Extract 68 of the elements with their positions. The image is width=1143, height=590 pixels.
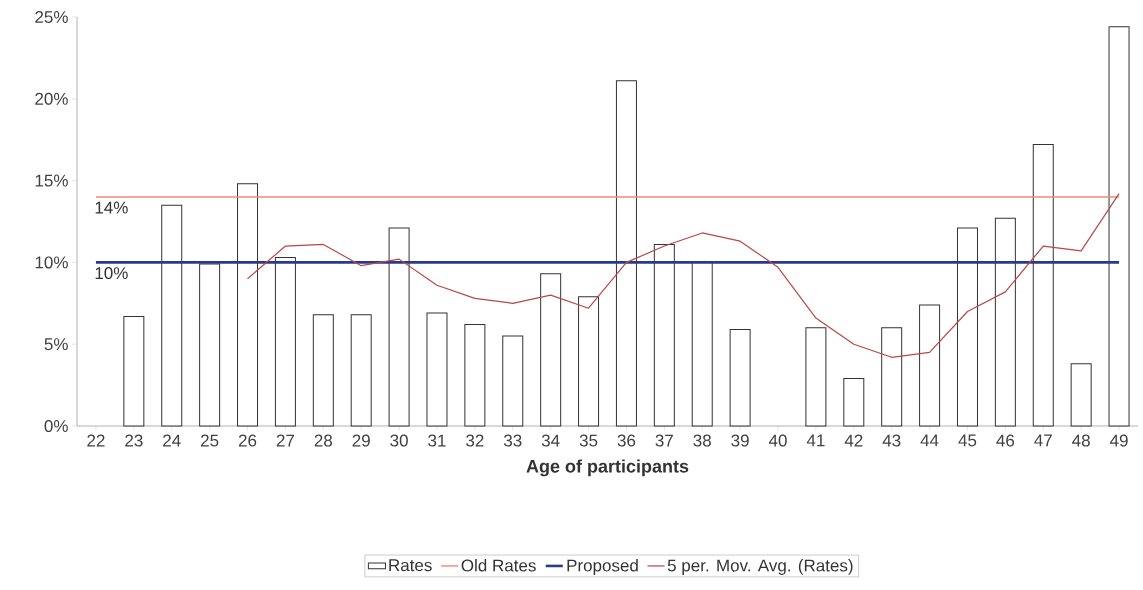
bar	[426, 312, 448, 427]
bar	[540, 273, 562, 427]
x-tick-label: 48	[1072, 434, 1090, 447]
bar	[161, 204, 183, 427]
bar	[237, 183, 259, 427]
line-series	[246, 193, 1120, 358]
bar	[388, 227, 410, 427]
legend-label: 5 per. Mov. Avg. (Rates)	[667, 559, 853, 575]
annotation: 14%	[95, 201, 128, 214]
bar	[653, 243, 675, 427]
x-tick-label: 40	[768, 434, 787, 447]
bar	[919, 304, 941, 427]
y-tick-label: 5%	[44, 338, 68, 351]
x-tick-label: 35	[579, 434, 598, 447]
y-tick-label: 20%	[35, 92, 68, 105]
y-tick-label: 0%	[44, 419, 68, 433]
legend-label: Old Rates	[461, 559, 536, 572]
x-tick-label: 34	[541, 434, 560, 447]
x-tick-label: 26	[238, 434, 257, 447]
legend-label: Proposed	[567, 559, 638, 575]
y-tick-label: 10%	[35, 256, 68, 269]
bar	[350, 314, 372, 427]
bar	[691, 261, 713, 427]
y-tick-label: 25%	[35, 10, 68, 24]
legend-label: Rates	[389, 559, 432, 572]
x-tick-label: 29	[352, 434, 370, 447]
bar	[994, 217, 1016, 427]
x-tick-label: 27	[276, 434, 294, 447]
bar	[464, 324, 486, 427]
x-tick-label: 33	[503, 434, 522, 447]
x-axis-title: Age of participants	[526, 459, 689, 477]
bar	[1032, 144, 1054, 427]
bar	[1108, 26, 1130, 427]
bar	[123, 315, 145, 427]
bar	[502, 335, 524, 427]
x-tick-label: 30	[390, 434, 408, 447]
bar	[805, 327, 827, 427]
bar	[578, 296, 600, 427]
x-tick-label: 23	[125, 434, 143, 447]
x-tick-label: 46	[996, 434, 1015, 447]
x-tick-label: 24	[163, 434, 181, 447]
bar	[843, 378, 865, 427]
x-tick-label: 31	[428, 434, 446, 447]
x-tick-label: 41	[806, 434, 825, 447]
x-tick-label: 32	[466, 434, 484, 447]
bar	[956, 227, 978, 427]
x-tick-label: 22	[87, 434, 105, 447]
bar	[312, 314, 334, 427]
x-tick-label: 47	[1034, 434, 1052, 447]
y-tick-label: 15%	[35, 174, 68, 187]
bar	[881, 327, 903, 427]
x-tick-label: 39	[731, 434, 749, 447]
x-tick-label: 44	[920, 434, 939, 447]
bar	[1070, 363, 1092, 427]
x-tick-label: 42	[844, 434, 863, 447]
x-tick-label: 38	[693, 434, 711, 447]
x-tick-label: 49	[1109, 434, 1128, 447]
bar	[729, 328, 751, 427]
x-tick-label: 28	[314, 434, 333, 447]
x-tick-label: 36	[617, 434, 636, 447]
annotation: 10%	[95, 267, 128, 280]
x-tick-label: 43	[882, 434, 901, 447]
x-tick-label: 25	[201, 434, 219, 447]
x-tick-label: 45	[958, 434, 977, 447]
x-tick-label: 37	[655, 434, 673, 447]
bar	[615, 80, 637, 427]
bar	[274, 256, 296, 427]
bar	[199, 263, 221, 427]
